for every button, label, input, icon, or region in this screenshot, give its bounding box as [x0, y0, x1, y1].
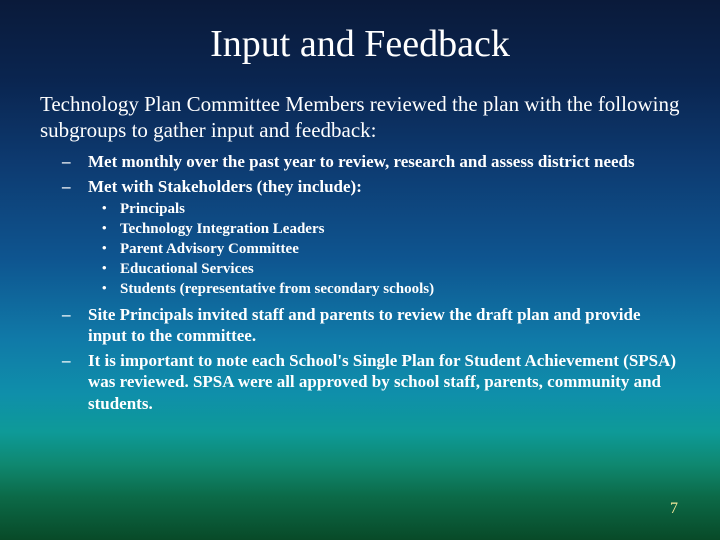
list-item: Principals: [120, 200, 680, 219]
list-item-text: It is important to note each School's Si…: [88, 351, 676, 413]
list-item-text: Site Principals invited staff and parent…: [88, 305, 641, 345]
slide: Input and Feedback Technology Plan Commi…: [0, 0, 720, 540]
list-item: Students (representative from secondary …: [120, 280, 680, 299]
list-item: Parent Advisory Committee: [120, 240, 680, 259]
bullet-list-level2: Principals Technology Integration Leader…: [88, 200, 680, 300]
list-item-text: Parent Advisory Committee: [120, 241, 299, 257]
list-item-text: Technology Integration Leaders: [120, 221, 324, 237]
page-number: 7: [670, 500, 678, 518]
list-item-text: Students (representative from secondary …: [120, 281, 434, 297]
list-item: Met with Stakeholders (they include): Pr…: [88, 176, 680, 299]
list-item: Educational Services: [120, 260, 680, 279]
slide-title: Input and Feedback: [40, 22, 680, 66]
list-item: Met monthly over the past year to review…: [88, 151, 680, 172]
list-item-text: Educational Services: [120, 261, 254, 277]
intro-paragraph: Technology Plan Committee Members review…: [40, 92, 680, 143]
list-item-text: Met with Stakeholders (they include):: [88, 177, 362, 196]
bullet-list-level1: Met monthly over the past year to review…: [40, 151, 680, 414]
list-item-text: Principals: [120, 201, 185, 217]
list-item: Site Principals invited staff and parent…: [88, 304, 680, 347]
list-item: Technology Integration Leaders: [120, 220, 680, 239]
list-item: It is important to note each School's Si…: [88, 350, 680, 414]
list-item-text: Met monthly over the past year to review…: [88, 152, 635, 171]
